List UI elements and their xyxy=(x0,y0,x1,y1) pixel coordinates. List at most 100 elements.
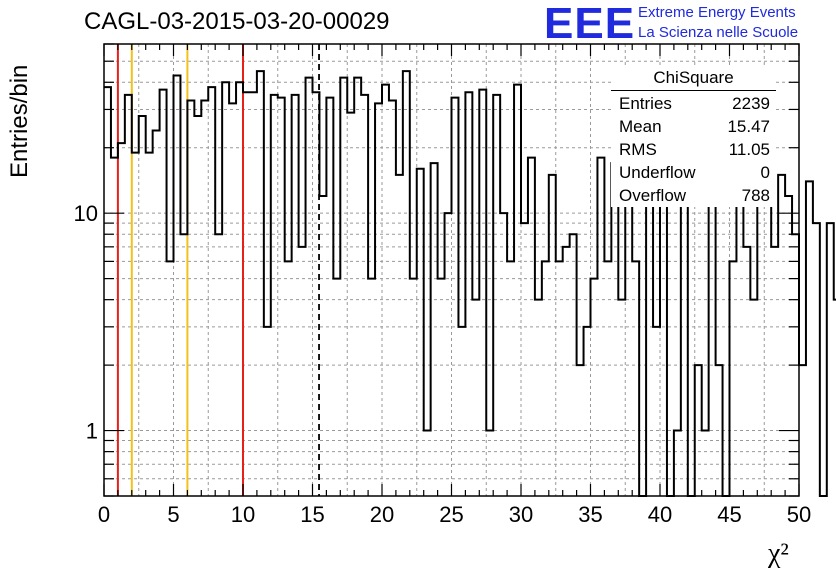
y-axis-label: Entries/bin xyxy=(6,64,33,178)
histogram-line xyxy=(104,70,836,497)
histogram-bin xyxy=(403,71,410,496)
stats-value: 0 xyxy=(760,163,770,182)
x-tick-label: 15 xyxy=(300,502,324,527)
histogram-bin xyxy=(222,82,229,496)
histogram-bin xyxy=(160,90,167,496)
histogram-bin xyxy=(292,95,299,496)
histogram-bin xyxy=(507,261,514,496)
x-tick-label: 10 xyxy=(231,502,255,527)
histogram-bin xyxy=(319,196,326,496)
histogram-bin xyxy=(382,85,389,496)
histogram-bin xyxy=(500,213,507,496)
histogram-bin xyxy=(347,113,354,496)
stats-label: Overflow xyxy=(619,186,687,205)
histogram-bin xyxy=(479,90,486,496)
histogram-bin xyxy=(417,169,424,496)
histogram-bin xyxy=(577,365,584,496)
stats-row-rms: RMS 11.05 xyxy=(611,138,776,161)
histogram-bin xyxy=(194,116,201,496)
histogram-bin xyxy=(813,223,820,496)
x-tick-label: 30 xyxy=(509,502,533,527)
stats-value: 15.47 xyxy=(727,117,770,136)
histogram-bin xyxy=(472,300,479,496)
histogram-bin xyxy=(271,95,278,496)
histogram-bin xyxy=(125,95,132,496)
histogram-bin xyxy=(215,234,222,496)
chart-title: CAGL-03-2015-03-20-00029 xyxy=(84,8,390,35)
histogram-bin xyxy=(410,279,417,496)
histogram-bin xyxy=(389,100,396,496)
histogram-bin xyxy=(618,300,625,496)
histogram-bin xyxy=(167,261,174,496)
logo-line-2: La Scienza nelle Scuole xyxy=(638,24,799,41)
histogram-bin xyxy=(611,163,618,496)
histogram-bin xyxy=(438,279,445,496)
histogram-bin xyxy=(542,261,549,496)
histogram-bin xyxy=(771,247,778,496)
stats-label: Entries xyxy=(619,94,672,113)
histogram-bin xyxy=(361,95,368,496)
histogram-bin xyxy=(452,98,459,496)
x-tick-label: 45 xyxy=(717,502,741,527)
y-tick-label: 10 xyxy=(74,201,98,226)
histogram-bin xyxy=(236,82,243,496)
histogram-bin xyxy=(730,261,737,496)
histogram-bin xyxy=(549,175,556,496)
histogram-bin xyxy=(584,327,591,496)
histogram-bin xyxy=(743,247,750,496)
histogram-bin xyxy=(326,98,333,496)
histogram-bin xyxy=(806,181,813,496)
x-tick-label: 0 xyxy=(98,502,110,527)
histogram-bin xyxy=(118,143,125,496)
x-tick-label: 5 xyxy=(167,502,179,527)
stats-value: 11.05 xyxy=(728,140,770,159)
histogram-bin xyxy=(681,196,688,496)
histogram-bin xyxy=(104,87,111,496)
histogram-bin xyxy=(333,279,340,496)
histogram-bin xyxy=(208,87,215,496)
histogram-bin xyxy=(375,103,382,496)
histogram-bin xyxy=(278,98,285,496)
histogram-bin xyxy=(486,431,493,496)
histogram-bin xyxy=(660,169,667,496)
histogram-bin xyxy=(250,92,257,496)
histogram-bin xyxy=(827,223,834,496)
histogram-bin xyxy=(187,100,194,496)
histogram-bin xyxy=(264,327,271,496)
x-tick-label: 50 xyxy=(787,502,811,527)
histogram-bin xyxy=(702,431,709,496)
histogram-bin xyxy=(674,431,681,496)
stats-value: 2239 xyxy=(732,94,770,113)
histogram-bin xyxy=(632,261,639,496)
histogram-bin xyxy=(646,196,653,496)
stats-label: RMS xyxy=(619,140,657,159)
histogram-bin xyxy=(132,153,139,496)
histogram-bin xyxy=(285,261,292,496)
histogram-bin xyxy=(458,327,465,496)
eee-logo: EEE xyxy=(544,0,636,48)
histogram-bin xyxy=(625,158,632,496)
histogram-bin xyxy=(313,92,320,496)
histogram-bin xyxy=(514,85,521,496)
x-tick-label: 25 xyxy=(439,502,463,527)
histogram-bin xyxy=(570,234,577,496)
histogram-bin xyxy=(424,431,431,496)
stats-row-underflow: Underflow 0 xyxy=(611,161,776,184)
histogram-bin xyxy=(757,181,764,496)
histogram-bin xyxy=(354,78,361,496)
histogram-bin xyxy=(396,175,403,496)
histogram-bin xyxy=(180,234,187,496)
x-tick-label: 20 xyxy=(370,502,394,527)
histogram-bin xyxy=(709,196,716,496)
stats-divider xyxy=(611,90,776,91)
histogram-bars xyxy=(104,70,836,497)
histogram-bin xyxy=(799,365,806,496)
stats-label: Mean xyxy=(619,117,662,136)
histogram-bin xyxy=(764,181,771,496)
x-axis-label: χ² xyxy=(768,538,789,569)
stats-box: ChiSquare Entries 2239 Mean 15.47 RMS 11… xyxy=(611,66,776,207)
histogram-bin xyxy=(695,365,702,496)
stats-row-mean: Mean 15.47 xyxy=(611,115,776,138)
histogram-bin xyxy=(306,78,313,496)
